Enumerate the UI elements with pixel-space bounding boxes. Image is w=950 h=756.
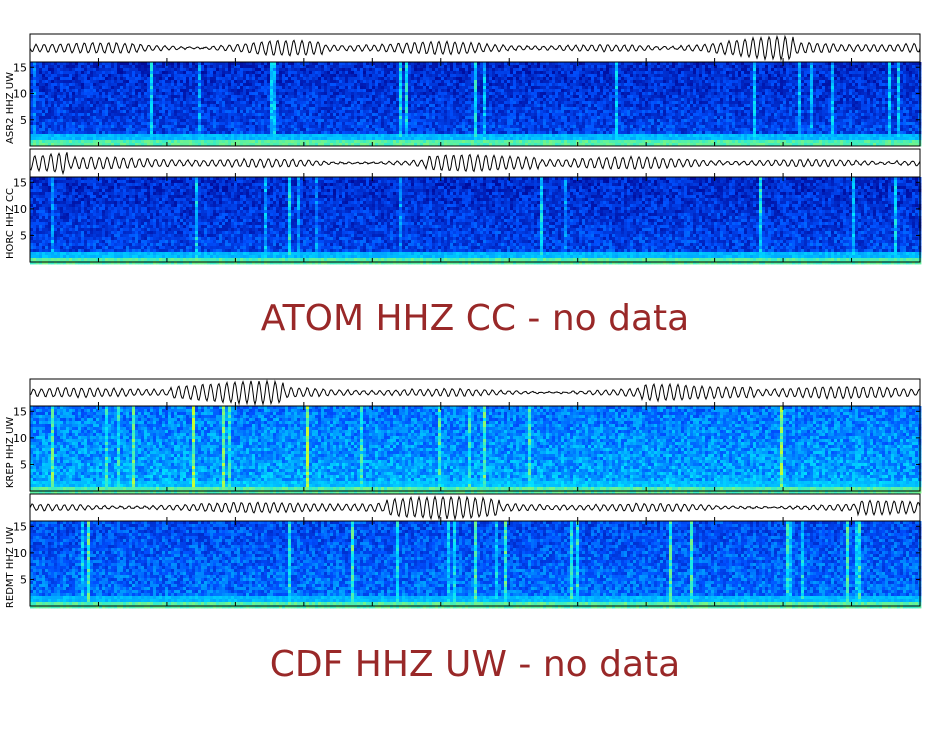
waveform-line <box>29 152 921 176</box>
spectrogram <box>29 176 922 265</box>
waveform-trace <box>29 493 921 522</box>
y-axis-label: HORC HHZ CC <box>5 188 16 259</box>
cdf-no-data-message: CDF HHZ UW - no data <box>0 644 950 685</box>
atom-no-data-message: ATOM HHZ CC - no data <box>0 298 950 339</box>
waveform-trace <box>29 33 921 63</box>
y-tick-label: 10 <box>13 88 27 101</box>
trace-frame <box>29 33 921 63</box>
spectrogram-frame <box>29 405 921 492</box>
spectrogram <box>29 405 922 494</box>
spectrogram-frame <box>29 520 921 607</box>
y-tick-label: 10 <box>13 432 27 445</box>
trace-frame <box>29 378 921 407</box>
trace-frame <box>29 148 921 178</box>
spectrogram <box>29 61 922 147</box>
y-tick-label: 15 <box>13 405 27 418</box>
waveform-trace <box>29 148 921 178</box>
waveform-line <box>29 495 921 521</box>
spectrogram-frame <box>29 176 921 263</box>
y-tick-label: 5 <box>20 458 27 471</box>
y-axis-label: REDMT HHZ UW <box>5 527 16 608</box>
y-tick-label: 15 <box>13 61 27 74</box>
y-axis-label: KREP HHZ UW <box>5 417 16 488</box>
y-tick-label: 5 <box>20 573 27 586</box>
y-tick-label: 10 <box>13 203 27 216</box>
y-tick-label: 15 <box>13 176 27 189</box>
y-axis-label: ASR2 HHZ UW <box>5 72 16 144</box>
waveform-line <box>29 34 921 62</box>
spectrogram <box>29 520 922 609</box>
waveform-trace <box>29 378 921 407</box>
waveform-line <box>29 379 921 407</box>
y-tick-label: 15 <box>13 520 27 533</box>
spectrogram-frame <box>29 61 921 147</box>
y-tick-label: 5 <box>20 114 27 127</box>
y-tick-label: 5 <box>20 229 27 242</box>
y-tick-label: 10 <box>13 547 27 560</box>
